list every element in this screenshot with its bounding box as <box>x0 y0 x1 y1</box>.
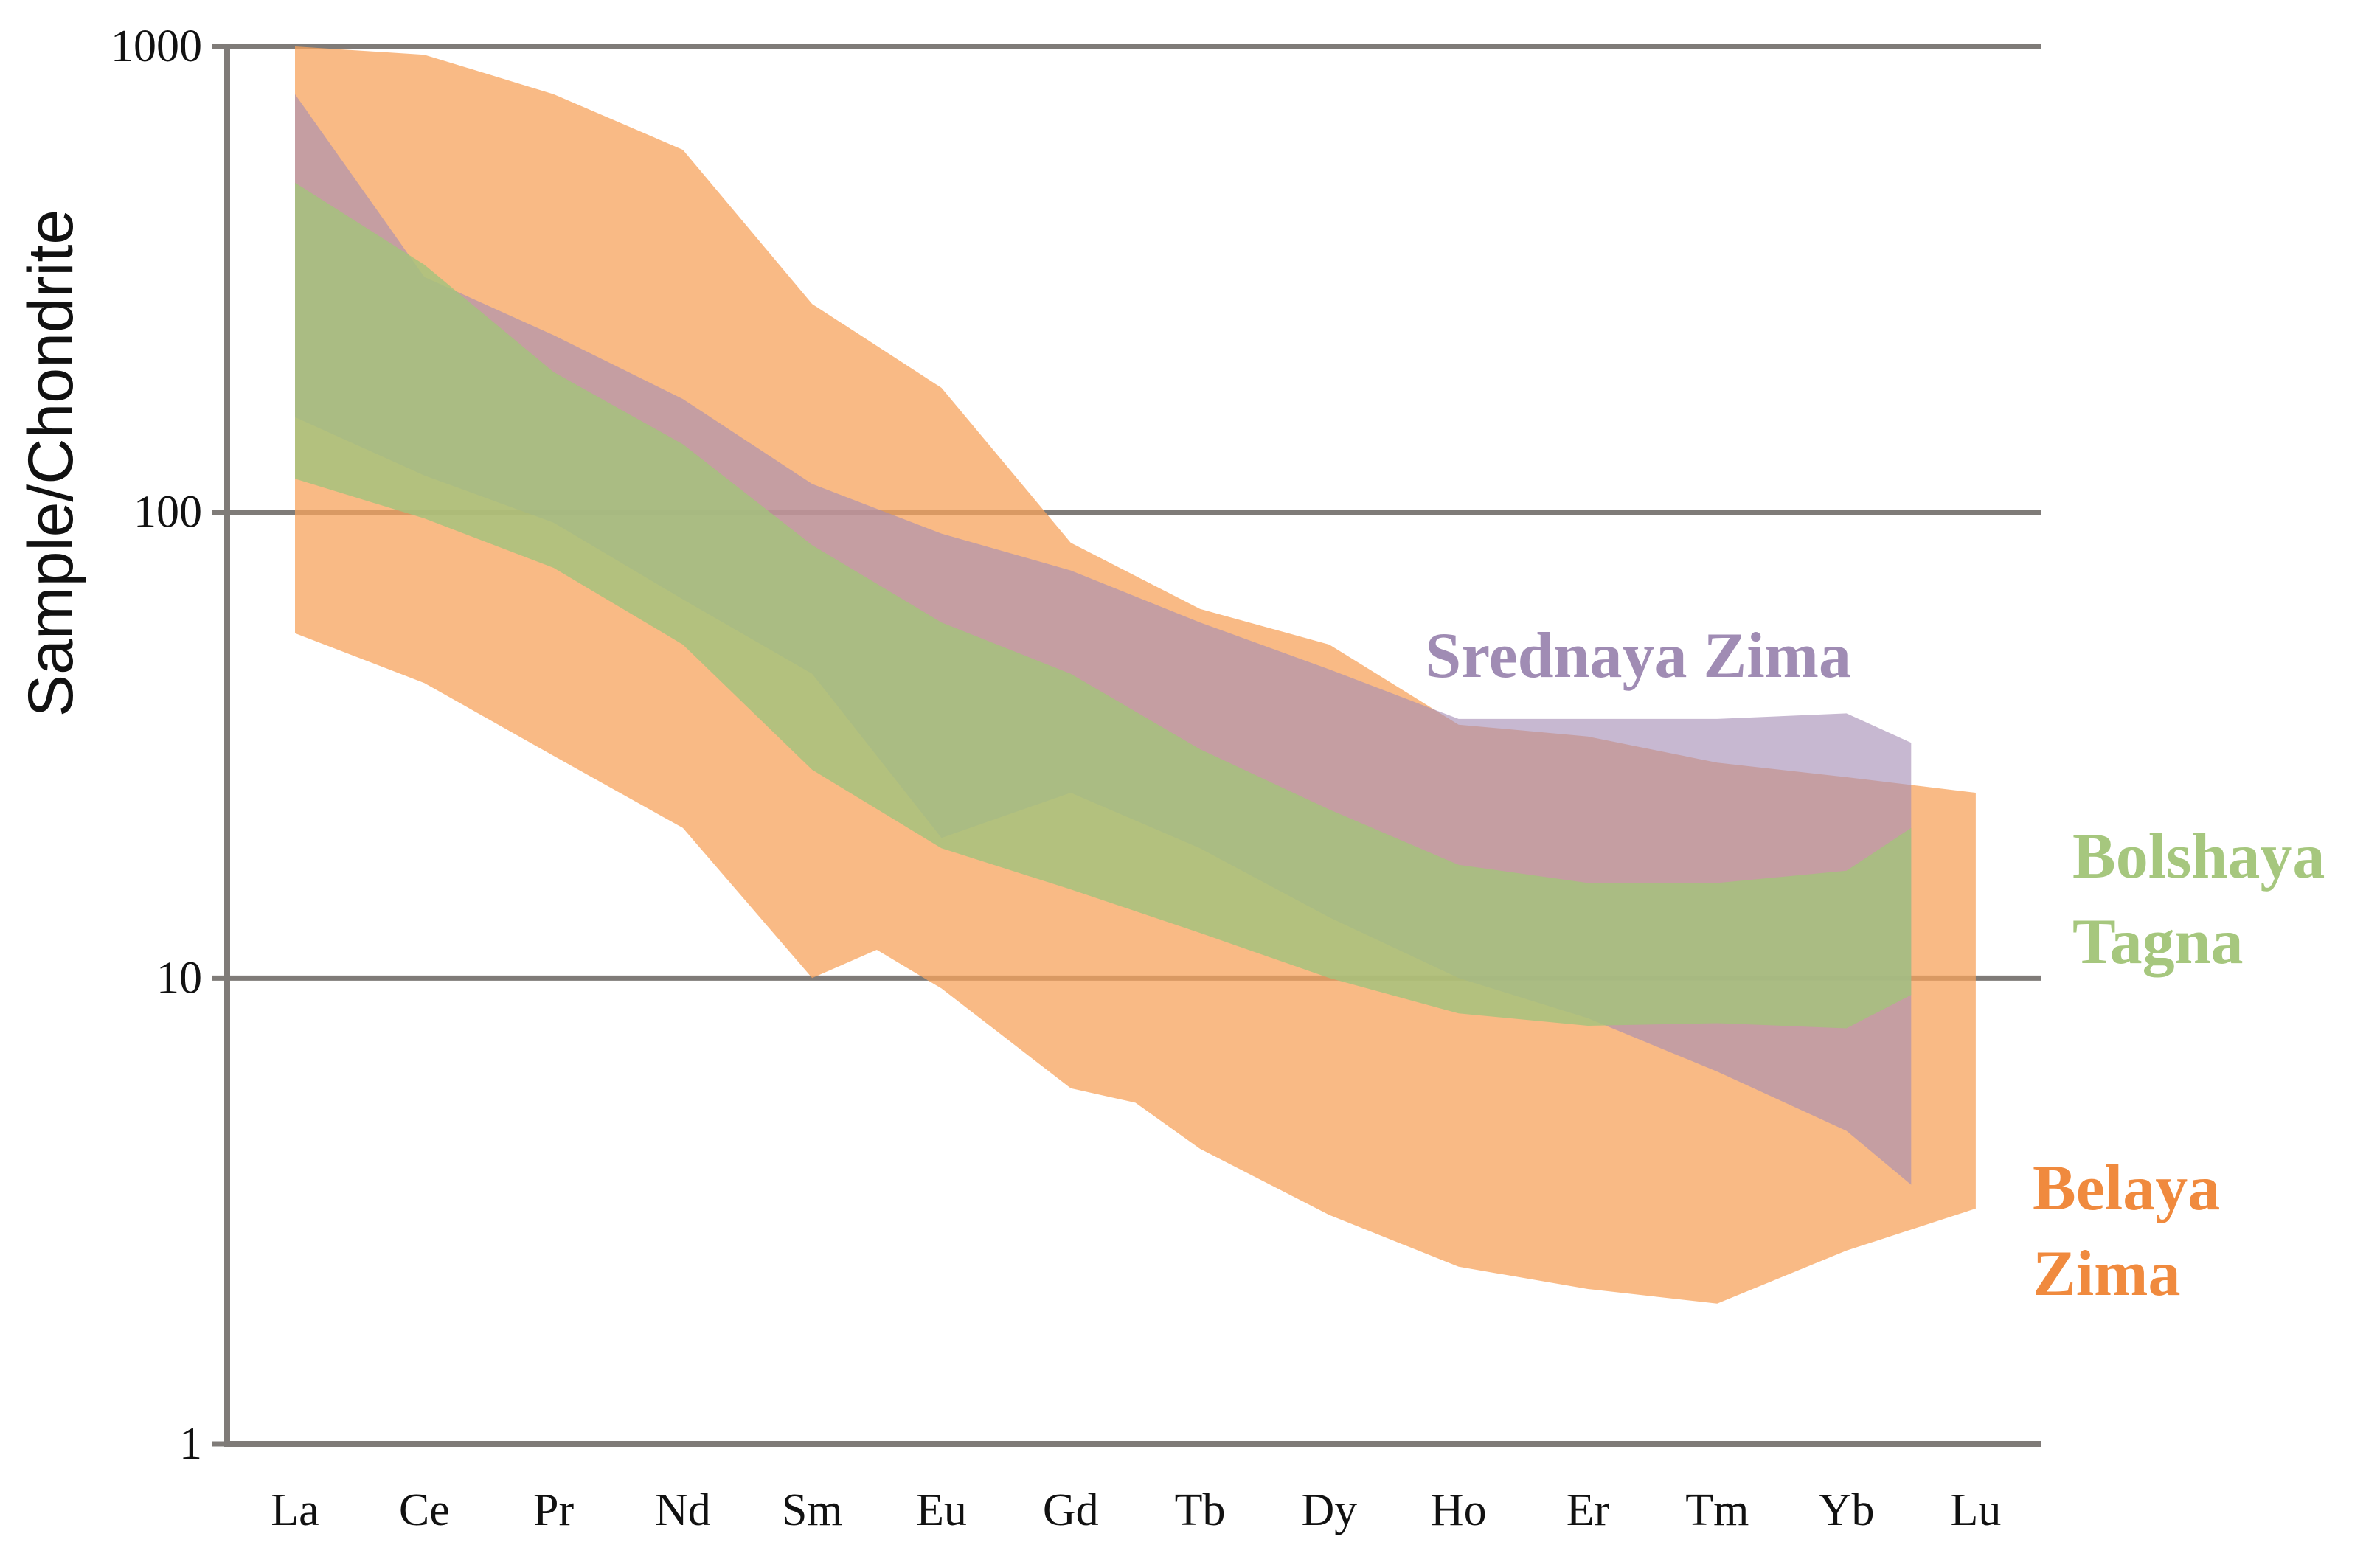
x-tick-label-dy: Dy <box>1302 1485 1358 1535</box>
x-tick-label-ce: Ce <box>399 1485 450 1535</box>
axes <box>212 44 2041 1447</box>
x-tick-label-tb: Tb <box>1175 1485 1226 1535</box>
series-label-belaya-zima: Belaya Zima <box>2033 1153 2220 1310</box>
series-bands <box>295 46 1976 1304</box>
x-tick-label-tm: Tm <box>1685 1485 1749 1535</box>
series-label-line: Belaya <box>2033 1153 2220 1224</box>
x-tick-label-er: Er <box>1567 1485 1610 1535</box>
y-tick-label-10: 10 <box>156 953 202 1003</box>
series-label-line: Tagna <box>2072 906 2244 978</box>
x-tick-label-ho: Ho <box>1431 1485 1487 1535</box>
x-tick-label-eu: Eu <box>916 1485 967 1535</box>
series-label-line: Bolshaya <box>2072 821 2325 892</box>
y-tick-label-1000: 1000 <box>111 21 202 72</box>
x-tick-label-lu: Lu <box>1950 1485 2001 1535</box>
x-tick-label-pr: Pr <box>533 1485 574 1535</box>
series-label-srednaya-zima: Srednaya Zima <box>1425 620 1851 692</box>
x-tick-label-yb: Yb <box>1819 1485 1875 1535</box>
labels: 1 10 100 1000 La Ce Pr Nd Sm Eu Gd Tb Dy Ho Er Tm Yb Lu Sa… <box>15 21 2325 1535</box>
x-tick-label-gd: Gd <box>1043 1485 1099 1535</box>
series-label-bolshaya-tagna: Bolshaya Tagna <box>2072 821 2325 978</box>
series-label-line: Zima <box>2033 1238 2180 1310</box>
x-tick-label-nd: Nd <box>655 1485 711 1535</box>
y-tick-label-100: 100 <box>133 487 202 538</box>
series-label-line: Srednaya Zima <box>1425 620 1851 692</box>
x-tick-label-la: La <box>271 1485 319 1535</box>
y-axis-title: Sample/Chondrite <box>15 209 86 717</box>
x-tick-label-sm: Sm <box>782 1485 843 1535</box>
band-bolshaya-tagna <box>295 182 1912 1029</box>
y-tick-label-1: 1 <box>179 1419 202 1469</box>
